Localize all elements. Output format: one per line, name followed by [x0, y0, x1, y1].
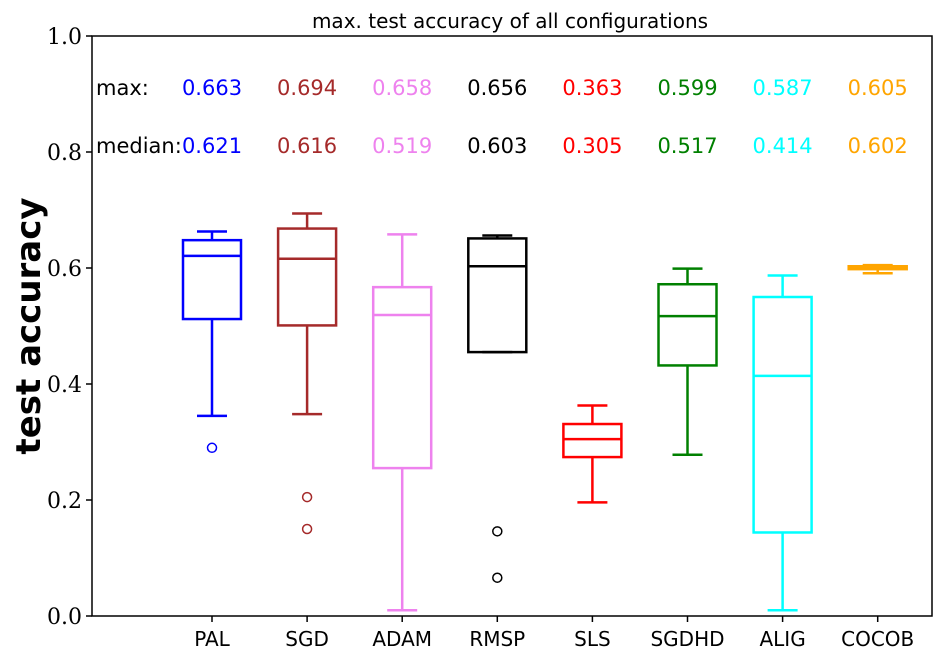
y-tick-label: 1.0	[47, 25, 82, 50]
box-sls	[562, 422, 623, 459]
outlier-rmsp	[492, 526, 503, 537]
median-label-rmsp: 0.603	[467, 134, 527, 158]
y-tick-label: 0.6	[47, 257, 82, 282]
y-tick-label: 0.0	[47, 605, 82, 630]
max-label-sgdhd: 0.599	[657, 76, 717, 100]
max-label-adam: 0.658	[372, 76, 432, 100]
x-tick-label-adam: ADAM	[372, 627, 432, 651]
chart-title: max. test accuracy of all configurations	[312, 9, 708, 33]
median-label-sls: 0.305	[562, 134, 622, 158]
y-tick-label: 0.2	[47, 489, 82, 514]
median-row-label: median:	[96, 134, 182, 158]
outlier-sgd	[301, 491, 313, 503]
median-label-adam: 0.519	[372, 134, 432, 158]
y-tick-label: 0.8	[47, 141, 82, 166]
box-sgdhd	[657, 282, 718, 367]
max-label-pal: 0.663	[182, 76, 242, 100]
outlier-rmsp	[492, 572, 503, 583]
max-label-cocob: 0.605	[848, 76, 908, 100]
x-tick-label-sls: SLS	[574, 627, 611, 651]
x-tick-label-rmsp: RMSP	[469, 627, 525, 651]
x-tick-label-sgdhd: SGDHD	[650, 627, 724, 651]
box-pal	[181, 238, 243, 321]
median-label-sgdhd: 0.517	[657, 134, 717, 158]
box-alig	[752, 295, 813, 534]
median-label-pal: 0.621	[182, 134, 242, 158]
max-label-sls: 0.363	[562, 76, 622, 100]
box-rmsp	[467, 237, 528, 354]
outlier-pal	[206, 442, 218, 454]
plot-area: 0.0 0.2 0.4 0.6 0.8 1.0 PAL 0.663 0.621 SGD 0.694 0…	[47, 25, 914, 651]
max-label-sgd: 0.694	[277, 76, 337, 100]
x-tick-label-cocob: COCOB	[841, 627, 914, 651]
max-label-rmsp: 0.656	[467, 76, 527, 100]
x-tick-label-alig: ALIG	[759, 627, 805, 651]
y-axis-label: test accuracy	[9, 197, 49, 454]
median-label-cocob: 0.602	[848, 134, 908, 158]
x-tick-label-pal: PAL	[194, 627, 230, 651]
max-row-label: max:	[96, 76, 149, 100]
outlier-sgd	[301, 523, 313, 535]
median-label-sgd: 0.616	[277, 134, 337, 158]
box-adam	[371, 285, 433, 470]
max-label-alig: 0.587	[753, 76, 813, 100]
median-label-alig: 0.414	[753, 134, 813, 158]
box-sgd	[276, 227, 338, 327]
x-tick-label-sgd: SGD	[285, 627, 329, 651]
y-tick-label: 0.4	[47, 373, 82, 398]
plot-frame	[91, 35, 933, 617]
